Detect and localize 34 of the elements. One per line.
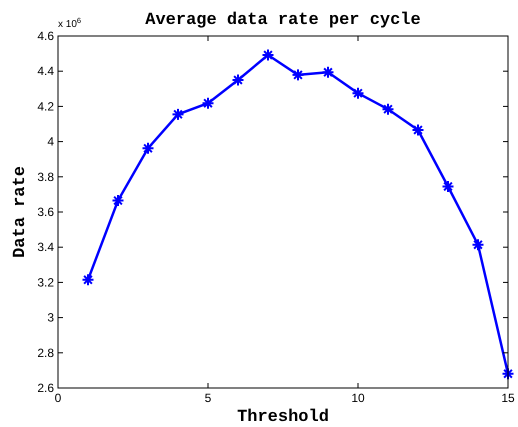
- point: [112, 194, 124, 208]
- y-tick-label: 4.6: [37, 29, 54, 43]
- x-tick-label: 15: [501, 391, 515, 405]
- x-axis-title: Threshold: [237, 408, 329, 427]
- x-tick-label: 5: [204, 391, 212, 405]
- point: [412, 123, 424, 136]
- point: [142, 142, 154, 155]
- point: [82, 273, 94, 286]
- y-tick-label: 4: [47, 134, 54, 149]
- x-tick-label: 0: [54, 391, 62, 405]
- point: [442, 180, 454, 193]
- point: [232, 74, 244, 86]
- point: [502, 367, 514, 380]
- point: [172, 108, 184, 121]
- point: [382, 102, 394, 116]
- y-tick-label: 4.4: [37, 64, 54, 78]
- y-tick-label: 3.2: [37, 275, 54, 290]
- point: [472, 238, 484, 252]
- point: [262, 48, 274, 62]
- text: x 10$^{6}$: [58, 16, 82, 30]
- chart-title: Average data rate per cycle: [145, 11, 421, 30]
- y-tick-label: 4.2: [37, 99, 54, 114]
- y-tick-label: 3: [47, 310, 54, 325]
- point: [352, 86, 364, 100]
- y-tick-label: 2.6: [37, 381, 54, 395]
- point: [322, 66, 334, 79]
- y-tick-label: 3.6: [37, 205, 54, 219]
- y-axis-title: Data rate: [11, 166, 30, 258]
- y-tick-label: 2.8: [37, 346, 54, 360]
- point: [292, 68, 304, 82]
- y-tick-label: 3.4: [37, 240, 54, 254]
- y-tick-label: 3.8: [37, 170, 54, 184]
- point: [202, 96, 214, 110]
- x-tick-label: 10: [351, 391, 365, 405]
